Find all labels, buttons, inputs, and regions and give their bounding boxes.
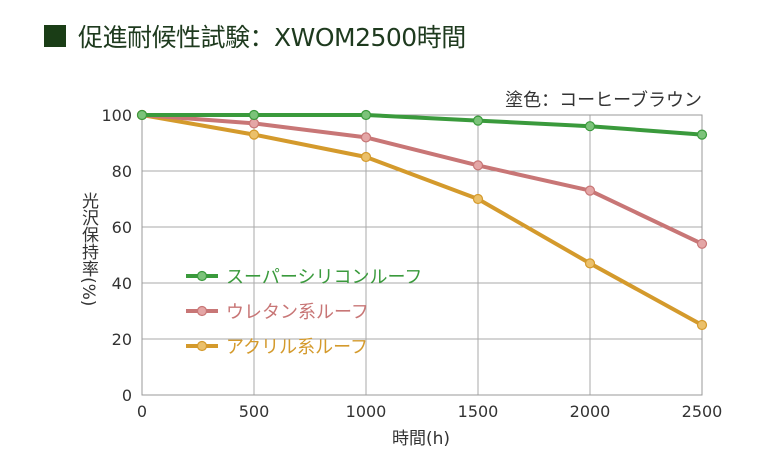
data-point xyxy=(472,115,484,126)
y-tick-label: 20 xyxy=(112,330,132,349)
x-tick-label: 1000 xyxy=(346,402,387,421)
x-tick-label: 1500 xyxy=(458,402,499,421)
data-point xyxy=(696,238,708,249)
data-point xyxy=(472,160,484,171)
legend-label: スーパーシリコンルーフ xyxy=(226,267,422,288)
legend-label: アクリル系ルーフ xyxy=(226,337,368,358)
data-point xyxy=(248,109,260,121)
x-tick-label: 500 xyxy=(239,402,270,421)
x-tick-label: 2000 xyxy=(570,402,611,421)
data-point xyxy=(248,129,260,140)
data-point xyxy=(360,132,372,143)
legend-marker xyxy=(196,340,208,352)
x-tick-label: 2500 xyxy=(682,402,723,421)
legend-marker xyxy=(196,305,208,317)
legend-label: ウレタン系ルーフ xyxy=(226,302,369,323)
data-point xyxy=(584,258,596,269)
data-point xyxy=(696,129,708,140)
x-axis-label: 時間(h) xyxy=(392,429,451,449)
plot-frame xyxy=(141,114,703,396)
series-line xyxy=(141,113,703,327)
series-line xyxy=(142,113,703,137)
series-line xyxy=(141,113,703,246)
data-point xyxy=(696,319,708,331)
x-tick-label: 0 xyxy=(137,402,147,421)
y-tick-label: 0 xyxy=(122,386,132,405)
chart-title-row: 促進耐候性試験：XWOM2500時間 xyxy=(44,18,466,54)
data-point xyxy=(248,118,260,129)
data-point xyxy=(584,185,596,196)
data-point xyxy=(360,151,372,163)
y-axis-label: 光沢保持率(%) xyxy=(78,192,98,307)
y-tick-label: 60 xyxy=(112,218,132,237)
chart-title: 促進耐候性試験：XWOM2500時間 xyxy=(78,23,466,52)
title-square-icon xyxy=(44,25,66,47)
chart-subtitle: 塗色：コーヒーブラウン xyxy=(505,90,702,111)
data-point xyxy=(360,109,372,121)
y-tick-label: 40 xyxy=(112,274,132,293)
y-tick-label: 100 xyxy=(101,106,132,125)
y-tick-label: 80 xyxy=(112,162,132,181)
legend-marker xyxy=(196,270,208,282)
data-point xyxy=(136,109,148,121)
data-point xyxy=(472,193,484,205)
data-point xyxy=(584,121,596,132)
